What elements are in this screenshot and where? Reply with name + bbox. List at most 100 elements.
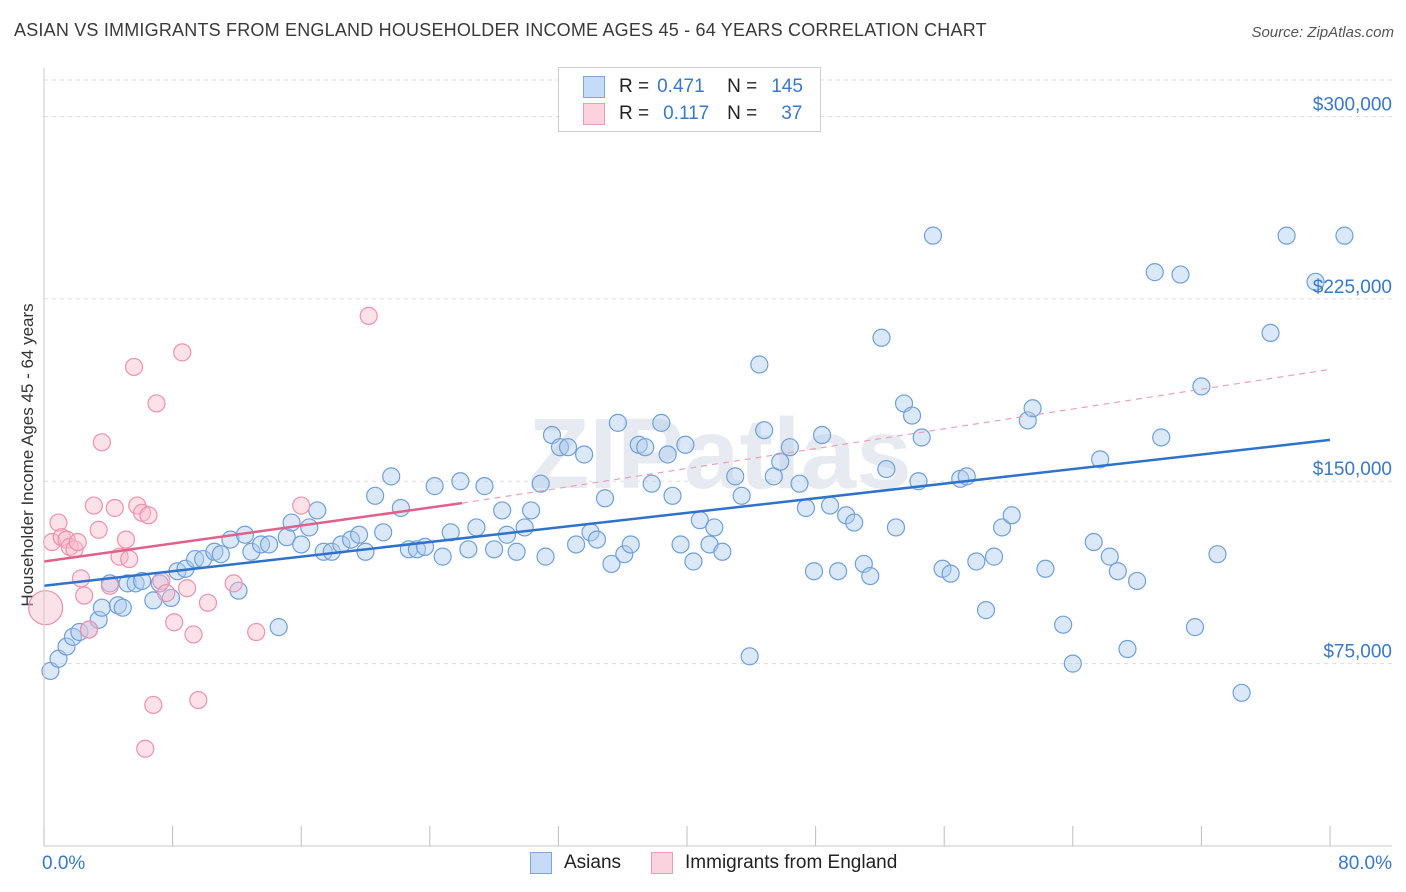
point-asians xyxy=(1054,615,1073,634)
point-england xyxy=(359,306,378,325)
point-asians xyxy=(521,501,541,520)
stats-legend: R = 0.471 N = 145 R = 0.117 N = 37 xyxy=(558,67,821,132)
point-england xyxy=(139,506,158,525)
point-asians xyxy=(57,637,76,656)
point-asians xyxy=(493,501,512,520)
point-asians xyxy=(211,545,230,564)
legend-r-value: 0.471 xyxy=(657,76,705,97)
point-asians xyxy=(1118,639,1137,659)
point-asians xyxy=(259,535,279,554)
point-asians xyxy=(902,406,922,425)
legend-row-asians: R = 0.471 N = 145 xyxy=(583,75,803,99)
point-asians xyxy=(242,542,261,561)
point-asians xyxy=(1208,545,1227,564)
legend-n-label: N = xyxy=(727,103,758,124)
point-asians xyxy=(425,477,444,496)
point-asians xyxy=(740,647,759,666)
point-asians xyxy=(676,435,695,454)
point-england xyxy=(116,530,136,549)
point-asians xyxy=(750,355,769,374)
point-england xyxy=(224,574,243,593)
point-asians xyxy=(642,474,661,493)
point-england xyxy=(198,593,218,612)
point-asians xyxy=(872,328,891,347)
legend-swatch-england xyxy=(651,852,674,874)
point-asians xyxy=(356,542,375,561)
axes: $75,000 $150,000 $225,000 $300,000 0.0% 80.0% xyxy=(42,68,1392,874)
point-asians xyxy=(536,547,555,566)
point-england xyxy=(28,590,64,626)
point-england xyxy=(136,739,155,758)
x-tick-label: 0.0% xyxy=(42,853,85,874)
legend-item-england: Immigrants from England xyxy=(651,852,897,874)
point-england xyxy=(144,695,163,715)
point-asians xyxy=(1063,654,1082,673)
legend-item-asians: Asians xyxy=(530,852,621,874)
point-asians xyxy=(658,445,677,464)
point-england xyxy=(120,549,139,569)
trend-lines xyxy=(43,368,1331,588)
point-england xyxy=(71,569,91,588)
point-asians xyxy=(132,571,152,591)
point-asians xyxy=(790,474,809,493)
chart-title: ASIAN VS IMMIGRANTS FROM ENGLAND HOUSEHO… xyxy=(14,20,987,40)
point-england xyxy=(92,433,111,452)
point-england xyxy=(49,513,68,532)
point-asians xyxy=(1127,571,1147,591)
legend-row-england: R = 0.117 N = 37 xyxy=(583,102,802,126)
point-asians xyxy=(566,535,586,554)
point-asians xyxy=(713,542,732,561)
point-asians xyxy=(108,596,128,615)
point-asians xyxy=(1335,226,1354,245)
point-asians xyxy=(732,486,751,505)
point-england xyxy=(157,583,176,603)
point-asians xyxy=(433,547,452,566)
legend-label-england: Immigrants from England xyxy=(685,852,898,873)
legend-swatch-asians xyxy=(530,852,552,874)
point-asians xyxy=(515,518,534,537)
point-asians xyxy=(671,535,690,554)
point-asians xyxy=(984,547,1004,566)
point-asians xyxy=(451,472,470,491)
point-asians xyxy=(1023,399,1042,418)
point-asians xyxy=(575,445,594,464)
trend-line-england-extrapolated xyxy=(461,368,1331,504)
point-asians xyxy=(941,564,960,583)
point-asians xyxy=(1261,323,1280,343)
point-asians xyxy=(374,523,393,542)
point-asians xyxy=(1100,547,1119,566)
point-asians xyxy=(531,474,550,493)
point-asians xyxy=(652,413,671,432)
point-england xyxy=(247,622,266,642)
grid xyxy=(44,79,1392,665)
source-note: Source: ZipAtlas.com xyxy=(1251,24,1394,41)
legend-n-value: 145 xyxy=(771,76,803,97)
point-england xyxy=(165,613,184,632)
point-england xyxy=(89,520,108,539)
trend-line-england xyxy=(43,501,463,563)
point-asians xyxy=(780,438,799,457)
y-tick-label: $300,000 xyxy=(1313,94,1392,115)
point-asians xyxy=(366,486,385,505)
legend-n-value: 37 xyxy=(781,103,803,124)
point-asians xyxy=(992,518,1012,537)
point-asians xyxy=(796,498,816,518)
legend-swatch-england xyxy=(583,103,605,125)
point-asians xyxy=(587,530,607,549)
point-asians xyxy=(1108,562,1127,581)
series-legend: Asians Immigrants from England xyxy=(530,852,927,874)
point-asians xyxy=(1002,506,1021,525)
point-england xyxy=(177,579,197,598)
point-asians xyxy=(485,540,504,559)
point-asians xyxy=(615,545,634,564)
point-asians xyxy=(1232,683,1251,702)
y-tick-label: $75,000 xyxy=(1323,642,1392,663)
point-england xyxy=(68,532,87,552)
point-asians xyxy=(300,518,319,537)
point-england xyxy=(184,625,203,644)
point-asians xyxy=(812,425,832,445)
point-asians xyxy=(636,438,655,457)
point-asians xyxy=(804,562,824,581)
legend-label-asians: Asians xyxy=(564,852,622,873)
point-asians xyxy=(1185,618,1205,637)
